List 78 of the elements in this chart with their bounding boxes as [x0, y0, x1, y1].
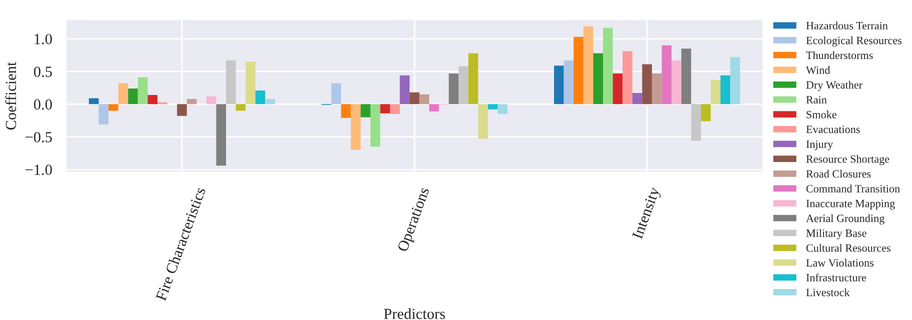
bar: [458, 66, 468, 104]
bar: [700, 104, 711, 122]
legend-label: Injury: [806, 140, 834, 150]
bar: [419, 94, 430, 104]
bar: [622, 51, 632, 104]
bar: [88, 98, 99, 104]
bar: [186, 98, 197, 104]
bar: [350, 104, 361, 150]
x-axis-title: Predictors: [384, 308, 445, 320]
bar: [226, 60, 236, 104]
bar: [236, 104, 246, 111]
y-tick-label: −1.0: [26, 164, 52, 176]
legend-label: Smoke: [806, 110, 836, 118]
legend-label: Military Base: [806, 229, 866, 240]
bar: [118, 83, 128, 104]
legend-label: Cultural Resources: [806, 244, 890, 252]
bar: [400, 75, 410, 104]
y-axis-title: Coefficient: [5, 62, 16, 130]
legend-label: Infrastructure: [806, 273, 866, 282]
bar: [429, 104, 439, 112]
bar: [652, 73, 662, 104]
legend-label: Evacuations: [806, 126, 860, 134]
bar: [331, 83, 342, 104]
bar: [554, 66, 564, 104]
bar: [612, 73, 623, 104]
bar: [564, 60, 574, 104]
bar: [108, 104, 118, 111]
bar: [148, 95, 158, 104]
bar: [468, 53, 478, 104]
legend-label: Aerial Grounding: [806, 214, 884, 224]
legend-label: Command Transition: [806, 184, 900, 192]
bar: [216, 104, 226, 166]
bar: [720, 75, 730, 104]
y-tick-label: 1.0: [34, 34, 52, 44]
bar: [206, 96, 216, 104]
legend-label: Inaccurate Mapping: [806, 200, 895, 210]
bar: [642, 64, 652, 104]
bar: [498, 104, 508, 114]
bar: [246, 62, 256, 104]
bar: [360, 104, 370, 118]
legend-label: Wind: [806, 66, 830, 74]
legend-label: Road Closures: [806, 170, 871, 178]
bar: [138, 77, 148, 104]
bar: [730, 57, 740, 104]
bar: [603, 28, 613, 104]
bar: [662, 45, 672, 104]
bar: [341, 104, 351, 118]
bar: [448, 73, 459, 104]
bar: [410, 92, 420, 104]
legend-label: Hazardous Terrain: [806, 22, 888, 30]
bar: [574, 36, 584, 104]
bar: [488, 104, 498, 110]
bar: [390, 104, 400, 114]
bar: [177, 104, 187, 116]
bar: [128, 88, 138, 104]
legend-label: Resource Shortage: [806, 154, 890, 166]
bar: [632, 93, 642, 104]
legend-label: Law Violations: [806, 258, 874, 267]
y-tick-label: −0.5: [26, 132, 52, 142]
legend-label: Thunderstorms: [806, 51, 873, 60]
bar: [98, 104, 109, 124]
legend-label: Livestock: [806, 288, 850, 296]
bar: [593, 53, 603, 104]
bar: [255, 90, 266, 104]
bar: [691, 104, 701, 141]
bar: [672, 60, 682, 104]
legend-label: Dry Weather: [806, 80, 862, 91]
y-tick-label: 0.0: [34, 99, 52, 110]
bar: [583, 26, 594, 104]
y-tick-label: 0.5: [34, 66, 52, 78]
bar: [478, 104, 488, 139]
legend-label: Ecological Resources: [806, 36, 902, 47]
legend-label: Rain: [806, 96, 827, 104]
bar: [380, 104, 390, 114]
bar: [710, 80, 721, 104]
bar: [370, 104, 380, 147]
bar: [681, 48, 692, 104]
bar: [265, 98, 275, 104]
